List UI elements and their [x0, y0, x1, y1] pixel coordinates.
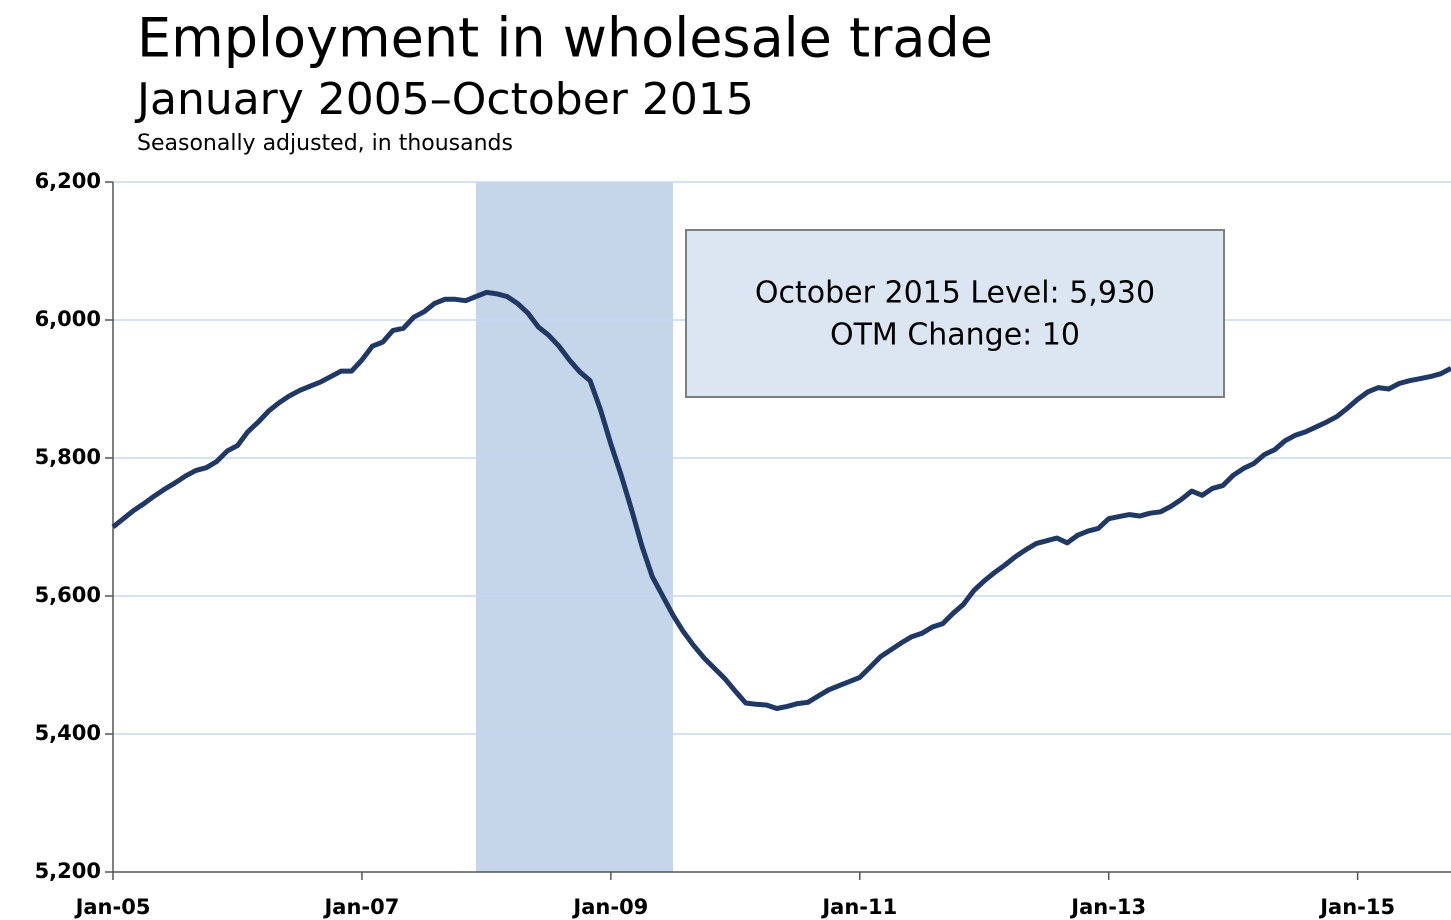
x-tick-label: Jan-11: [820, 895, 897, 919]
annotation-text: OTM Change: 10: [830, 318, 1080, 353]
y-tick-label: 5,200: [35, 859, 101, 883]
x-tick-label: Jan-05: [74, 895, 151, 919]
y-tick-label: 6,200: [35, 169, 101, 193]
y-tick-label: 6,000: [35, 307, 101, 331]
y-tick-label: 5,800: [35, 445, 101, 469]
chart-title: Employment in wholesale trade: [137, 7, 993, 70]
x-tick-label: Jan-07: [322, 895, 399, 919]
annotation-box: [685, 229, 1225, 398]
recession-shade: [476, 182, 674, 872]
y-tick-label: 5,400: [35, 721, 101, 745]
x-tick-label: Jan-15: [1318, 895, 1395, 919]
x-tick-label: Jan-13: [1069, 895, 1146, 919]
x-tick-label: Jan-09: [571, 895, 648, 919]
annotation-text: October 2015 Level: 5,930: [755, 276, 1155, 311]
data-line: [111, 289, 1451, 711]
chart-note: Seasonally adjusted, in thousands: [137, 131, 513, 156]
y-tick-label: 5,600: [35, 583, 101, 607]
chart-subtitle: January 2005–October 2015: [134, 74, 754, 125]
